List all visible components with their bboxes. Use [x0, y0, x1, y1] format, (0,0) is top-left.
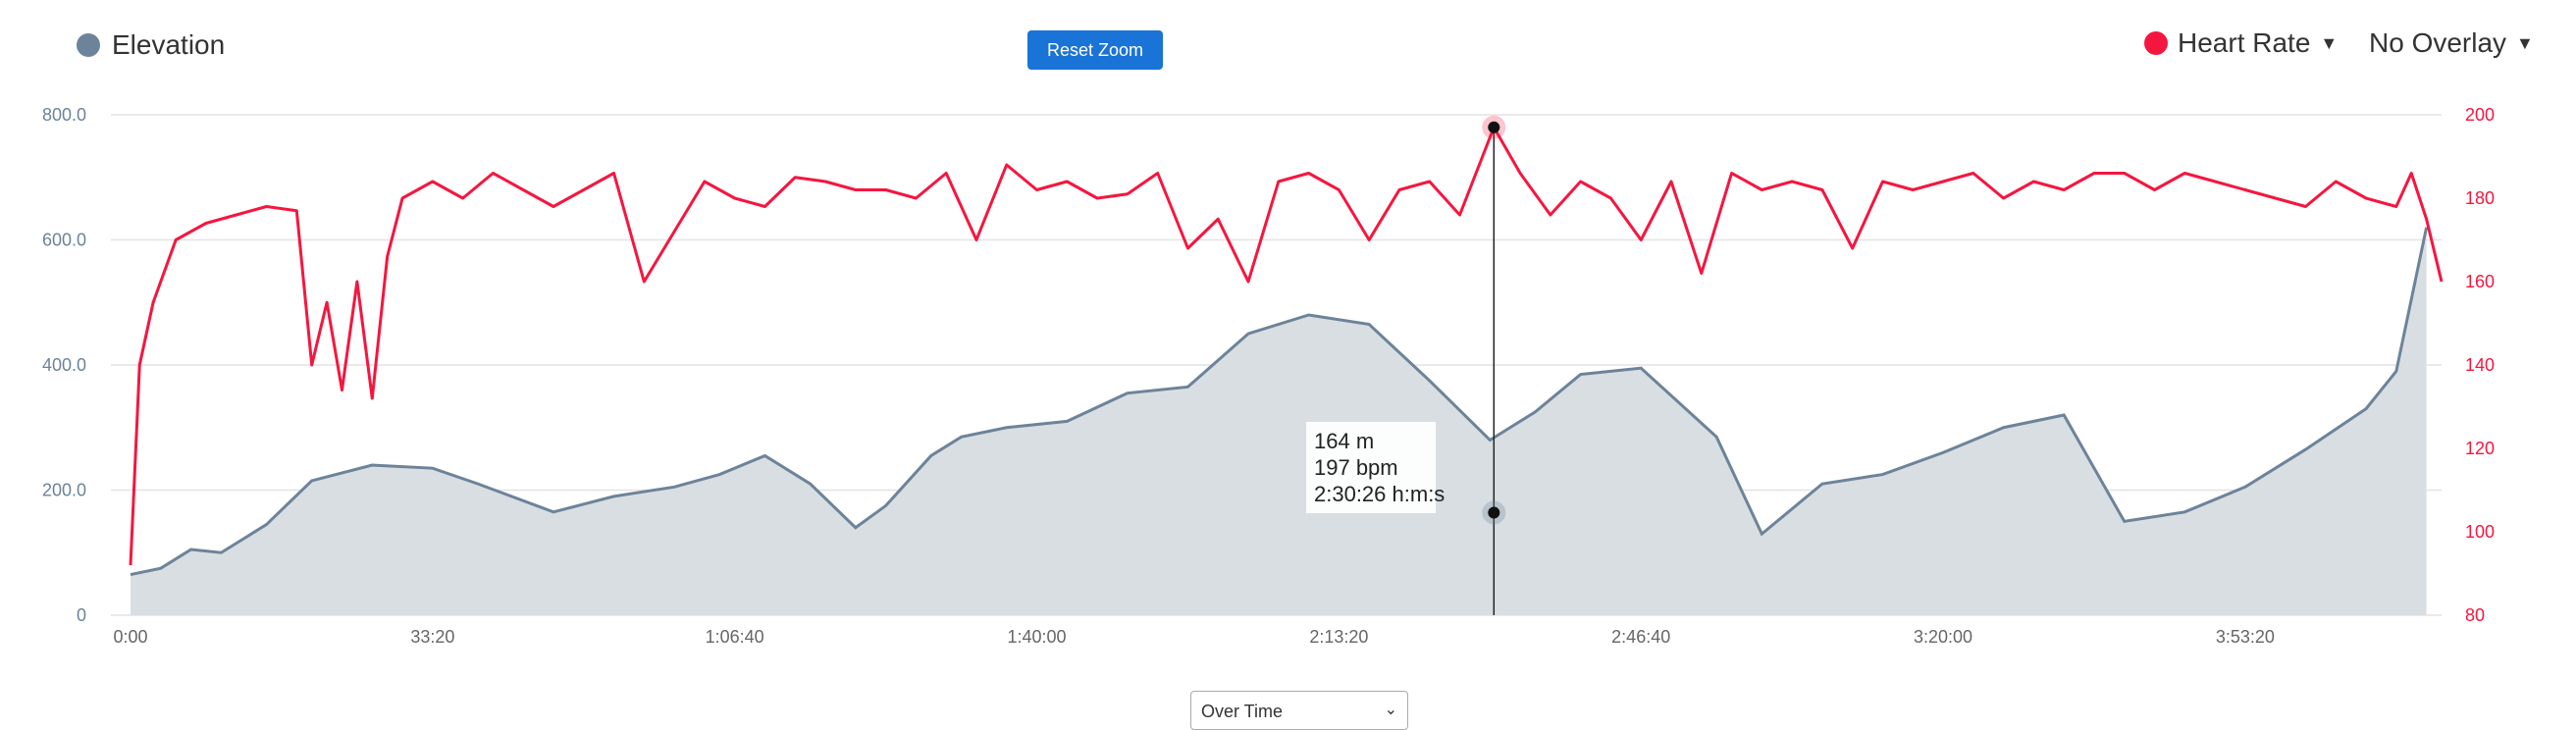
legend-elevation[interactable]: Elevation: [77, 29, 225, 61]
y-right-tick-label: 120: [2465, 439, 2495, 458]
y-left-tick-label: 800.0: [42, 105, 86, 125]
x-tick-label: 1:40:00: [1007, 627, 1066, 647]
y-right-tick-label: 80: [2465, 605, 2485, 625]
elevation-legend-dot: [77, 33, 100, 57]
x-tick-label: 3:20:00: [1914, 627, 1972, 647]
tooltip-time: 2:30:26 h:m:s: [1314, 482, 1446, 506]
heart-rate-line: [129, 126, 2444, 566]
overlay-label: No Overlay: [2369, 27, 2507, 58]
x-tick-label: 3:53:20: [2216, 627, 2275, 647]
x-tick-label: 0:00: [113, 627, 147, 647]
heart-rate-dropdown[interactable]: Heart Rate ▼: [2144, 27, 2338, 59]
overlay-dropdown[interactable]: No Overlay ▼: [2369, 27, 2534, 59]
caret-down-icon: ▼: [2320, 32, 2339, 53]
x-tick-label: 2:13:20: [1309, 627, 1368, 647]
elevation-marker: [1488, 506, 1500, 519]
elevation-area: [131, 227, 2427, 615]
chevron-down-icon: ⌄: [1384, 702, 1397, 718]
tooltip-heart-rate: 197 bpm: [1314, 455, 1398, 480]
heart-rate-legend-dot: [2144, 31, 2168, 55]
y-left-tick-label: 600.0: [42, 231, 86, 250]
x-axis-mode-value: Over Time: [1201, 702, 1284, 721]
x-tick-label: 1:06:40: [706, 627, 764, 647]
elevation-line: [130, 227, 2429, 577]
y-right-tick-label: 180: [2465, 188, 2495, 208]
y-right-tick-label: 160: [2465, 272, 2495, 291]
heart-rate-legend-label: Heart Rate: [2178, 27, 2311, 58]
x-tick-label: 2:46:40: [1611, 627, 1670, 647]
x-tick-label: 33:20: [410, 627, 454, 647]
heart-rate-marker: [1488, 121, 1500, 133]
y-right-tick-label: 100: [2465, 522, 2495, 542]
y-right-tick-label: 200: [2465, 105, 2495, 125]
reset-zoom-button[interactable]: Reset Zoom: [1027, 30, 1163, 70]
chart-tooltip: 164 m 197 bpm 2:30:26 h:m:s: [1306, 422, 1446, 513]
y-left-tick-label: 0: [77, 605, 86, 625]
x-axis-mode-select[interactable]: Over Time ⌄: [1190, 691, 1408, 730]
tooltip-elevation: 164 m: [1314, 429, 1375, 453]
elevation-legend-label: Elevation: [112, 29, 226, 60]
y-left-tick-label: 200.0: [42, 481, 86, 500]
y-right-tick-label: 140: [2465, 355, 2495, 375]
y-left-tick-label: 400.0: [42, 355, 86, 375]
caret-down-icon: ▼: [2516, 32, 2534, 53]
